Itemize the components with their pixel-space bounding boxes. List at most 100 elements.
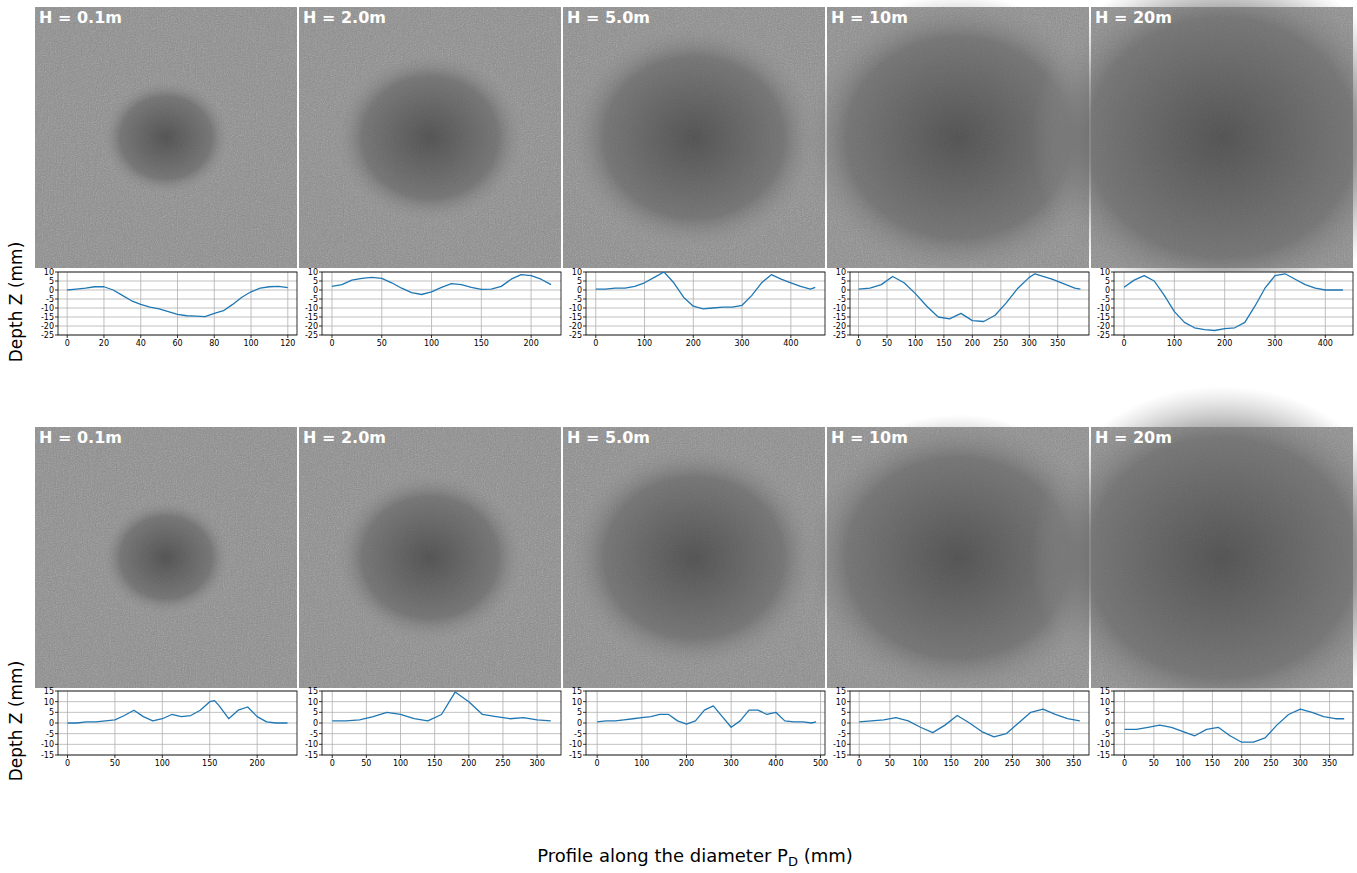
tick-label: 50 [361,759,371,768]
tick-label: 100 [1175,759,1190,768]
grid-line [209,691,210,755]
crater [566,442,823,672]
tick [889,755,890,758]
tick-label: 250 [1263,759,1278,768]
tick [1183,755,1184,758]
grid-line [742,272,743,335]
tick [1111,744,1114,745]
grid-line [1114,723,1353,724]
tick [319,691,322,692]
grid-line [775,691,776,755]
tick-label: -15 [1097,313,1110,322]
tick-label: 60 [172,339,182,348]
axis-title-text: Profile along the diameter P [537,845,788,866]
grid-line [1073,691,1074,755]
tick-label: -10 [1097,304,1110,313]
tick-label: -5 [574,295,582,304]
tick [1111,335,1114,336]
tick [434,755,435,758]
grid-line [1275,272,1276,335]
tick [847,755,850,756]
tick [583,712,586,713]
tick-label: 100 [637,339,652,348]
profile-line [1124,274,1343,331]
tick-label: -5 [310,295,318,304]
panel: H = 5.0m-15-10-50510150100200300400500 [563,427,828,768]
grid-line [1212,691,1213,755]
tick-label: 0 [1122,339,1127,348]
tick-label: 15 [1100,687,1110,696]
tick-label: 0 [577,286,582,295]
crater [101,499,232,616]
panel-title: H = 5.0m [567,428,650,447]
tick [742,335,743,338]
grid-line [1000,272,1001,335]
frame [586,272,825,335]
tick-label: 100 [424,339,439,348]
tick [162,755,163,758]
tick [1325,335,1326,338]
tick-label: 0 [313,286,318,295]
tick-label: 20 [99,339,109,348]
tick-label: 150 [1205,759,1220,768]
tick [1111,299,1114,300]
tick [319,712,322,713]
grid-line [431,272,432,335]
tick-label: 200 [250,759,265,768]
grid-line [850,299,1089,300]
series [859,274,1081,322]
tick-label: 0 [1122,759,1127,768]
tick [583,335,586,336]
series [597,706,816,727]
tick-label: 300 [1022,339,1037,348]
grid-line [1114,326,1353,327]
series [1124,274,1343,331]
tick-label: 15 [308,687,318,696]
tick [55,308,58,309]
tick-label: -5 [46,730,54,739]
grid-line [850,326,1089,327]
tick-label: -15 [41,313,54,322]
tick-label: 0 [841,286,846,295]
grid-line [537,691,538,755]
grid-line [586,733,825,734]
frame [850,272,1089,335]
grid-line [322,281,561,282]
series [332,275,551,295]
tick-label: 5 [577,708,582,717]
tick-label: 300 [1293,759,1308,768]
series [67,701,287,723]
tick-label: 500 [813,759,828,768]
panel: H = 2.0m-15-10-5051015050100150200250300 [299,427,561,768]
tick-label: 5 [841,708,846,717]
axis-title: Profile along the diameter PD (mm) [537,845,853,869]
grid-line [434,691,435,755]
grid-line [58,701,297,702]
tick [693,335,694,338]
grid-line [820,691,821,755]
tick-label: 80 [209,339,219,348]
tick-label: 0 [1105,286,1110,295]
series [596,272,815,309]
grid-line [850,308,1089,309]
panel: H = 2.0m-25-20-15-10-50510050100150200 [299,7,561,348]
tick-label: -10 [41,740,54,749]
tick-label: -10 [305,304,318,313]
grid-line [586,281,825,282]
plot-area [850,272,1089,335]
tick [55,701,58,702]
grid-line [322,299,561,300]
tick-label: 350 [1066,759,1081,768]
tick [583,691,586,692]
tick [915,335,916,338]
tick [1224,335,1225,338]
grid-line [1329,691,1330,755]
tick [820,755,821,758]
tick [55,691,58,692]
tick-label: 5 [49,708,54,717]
tick-label: 200 [974,759,989,768]
series [332,692,551,721]
grid-line [251,272,252,335]
panel-title: H = 20m [1095,428,1172,447]
tick-label: 0 [313,719,318,728]
